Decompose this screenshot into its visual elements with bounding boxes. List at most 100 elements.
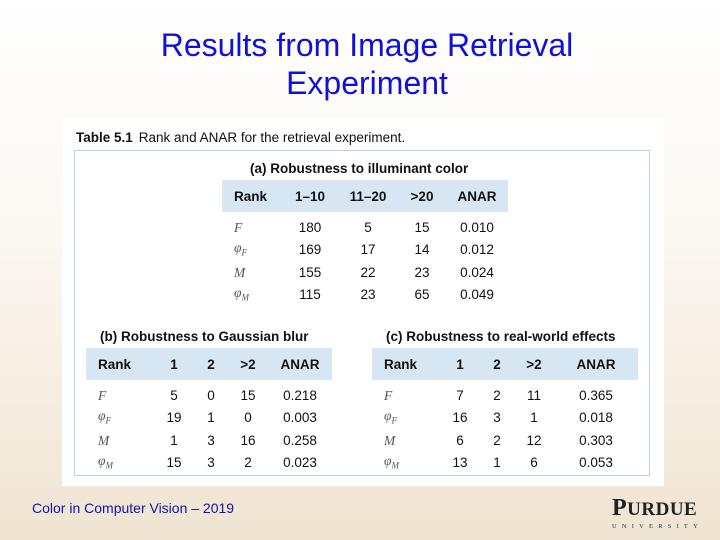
logo-subtitle: UNIVERSITY	[612, 523, 703, 530]
table-row: M 1 3 16 0.258	[86, 431, 332, 451]
slide-title-line-2: Experiment	[286, 65, 448, 101]
subtable-c: Rank 1 2 >2 ANAR F 7 2 11 0.365 φF 16 3 1 0.018 M 6 2 12 0…	[372, 348, 638, 475]
table-cell: 11	[526, 388, 541, 403]
table-cell: 23	[360, 287, 376, 303]
subtable-a: Rank 1–10 11–20 >20 ANAR F 180 5 15 0.010 φF 169 17…	[222, 180, 508, 307]
table-cell: 2	[493, 388, 501, 403]
logo-wordmark: PURDUE	[612, 496, 706, 522]
column-header: 1	[456, 356, 464, 372]
table-frame	[74, 150, 650, 476]
row-label-symbol: F	[384, 388, 393, 403]
table-figure: Table 5.1 Rank and ANAR for the retrieval…	[62, 118, 664, 486]
subtable-a-title: (a) Robustness to illuminant color	[250, 161, 469, 176]
row-label-subscript: F	[391, 415, 397, 426]
table-row: φM 115 23 65 0.049	[222, 283, 508, 308]
table-cell: 180	[298, 220, 322, 235]
table-cell: 17	[360, 242, 376, 258]
row-label-symbol: φ	[234, 284, 242, 300]
row-label: φF	[372, 406, 440, 431]
subtable-c-title: (c) Robustness to real-world effects	[386, 329, 616, 344]
column-header: 11–20	[349, 188, 387, 204]
slide-title: Results from Image Retrieval Experiment	[0, 26, 720, 102]
column-header: 1–10	[294, 188, 326, 204]
row-label-symbol: F	[98, 388, 107, 403]
slide-title-line-1: Results from Image Retrieval	[160, 27, 574, 63]
table-cell: 23	[414, 264, 430, 280]
table-number: Table 5.1	[76, 130, 133, 145]
header-row: Rank 1 2 >2 ANAR	[372, 348, 638, 380]
column-header: ANAR	[457, 188, 497, 204]
table-cell: 0.303	[579, 432, 613, 448]
table-cell: 7	[456, 388, 464, 403]
row-label: M	[222, 263, 282, 283]
row-label-subscript: F	[105, 415, 111, 426]
table-cell: 1	[170, 432, 178, 448]
table-cell: 115	[299, 287, 321, 303]
column-header: Rank	[234, 188, 268, 204]
row-label-symbol: M	[98, 432, 110, 448]
row-label: φM	[372, 451, 440, 476]
row-label-symbol: φ	[98, 408, 106, 423]
row-label: F	[222, 212, 282, 238]
row-label-symbol: M	[384, 432, 396, 448]
table-row: F 7 2 11 0.365	[372, 380, 638, 406]
row-label: φF	[86, 406, 154, 431]
row-label: F	[372, 380, 440, 406]
row-label: φM	[86, 451, 154, 476]
logo-rest: URDUE	[627, 499, 698, 520]
table-cell: 13	[452, 455, 468, 471]
table-row: M 6 2 12 0.303	[372, 431, 638, 451]
row-label-symbol: φ	[384, 452, 392, 468]
row-label-subscript: M	[105, 460, 113, 471]
row-label-subscript: F	[241, 247, 247, 258]
column-header: 2	[207, 356, 215, 372]
table-row: φM 13 1 6 0.053	[372, 451, 638, 476]
table-row: φF 169 17 14 0.012	[222, 238, 508, 263]
table-cell: 14	[414, 242, 430, 258]
footer-text: Color in Computer Vision – 2019	[32, 500, 235, 516]
table-caption-text: Rank and ANAR for the retrieval experime…	[138, 130, 406, 145]
row-label-symbol: φ	[234, 240, 242, 255]
row-label: M	[86, 431, 154, 451]
table-cell: 0.218	[283, 388, 317, 403]
row-label-symbol: F	[234, 220, 243, 235]
row-label-symbol: φ	[384, 408, 392, 423]
row-label-symbol: φ	[98, 452, 106, 468]
table-cell: 65	[414, 287, 430, 303]
table-row: F 5 0 15 0.218	[86, 380, 332, 406]
table-cell: 2	[244, 455, 252, 471]
table-cell: 3	[493, 410, 501, 426]
table-cell: 0.012	[460, 242, 494, 258]
row-label: φM	[222, 283, 282, 308]
column-header: >20	[410, 188, 434, 204]
subtable-b: Rank 1 2 >2 ANAR F 5 0 15 0.218 φF 19 1 0 0.003 M 1 3 16 0…	[86, 348, 332, 475]
column-header: Rank	[98, 356, 132, 372]
table-cell: 1	[493, 455, 501, 471]
table-cell: 19	[166, 410, 182, 426]
table-cell: 3	[207, 432, 215, 448]
logo-initial: P	[612, 495, 628, 521]
table-row: φF 19 1 0 0.003	[86, 406, 332, 431]
table-row: φM 15 3 2 0.023	[86, 451, 332, 476]
table-cell: 15	[414, 220, 430, 235]
column-header: ANAR	[576, 356, 616, 372]
header-row: Rank 1–10 11–20 >20 ANAR	[222, 180, 508, 212]
table-cell: 0.049	[460, 287, 494, 303]
row-label-subscript: M	[391, 460, 399, 471]
table-caption: Table 5.1 Rank and ANAR for the retrieval…	[76, 130, 405, 145]
table-cell: 0	[207, 388, 215, 403]
table-cell: 0	[244, 410, 252, 426]
table-cell: 0.010	[460, 220, 494, 235]
table-cell: 0.365	[579, 388, 613, 403]
column-header: 2	[493, 356, 501, 372]
table-cell: 6	[456, 432, 464, 448]
table-cell: 155	[298, 264, 322, 280]
table-row: M 155 22 23 0.024	[222, 263, 508, 283]
table-cell: 5	[170, 388, 178, 403]
column-header: Rank	[384, 356, 418, 372]
table-cell: 0.003	[283, 410, 317, 426]
subtable-b-title: (b) Robustness to Gaussian blur	[100, 329, 309, 344]
table-cell: 16	[240, 432, 256, 448]
table-cell: 0.024	[460, 264, 494, 280]
row-label: M	[372, 431, 440, 451]
